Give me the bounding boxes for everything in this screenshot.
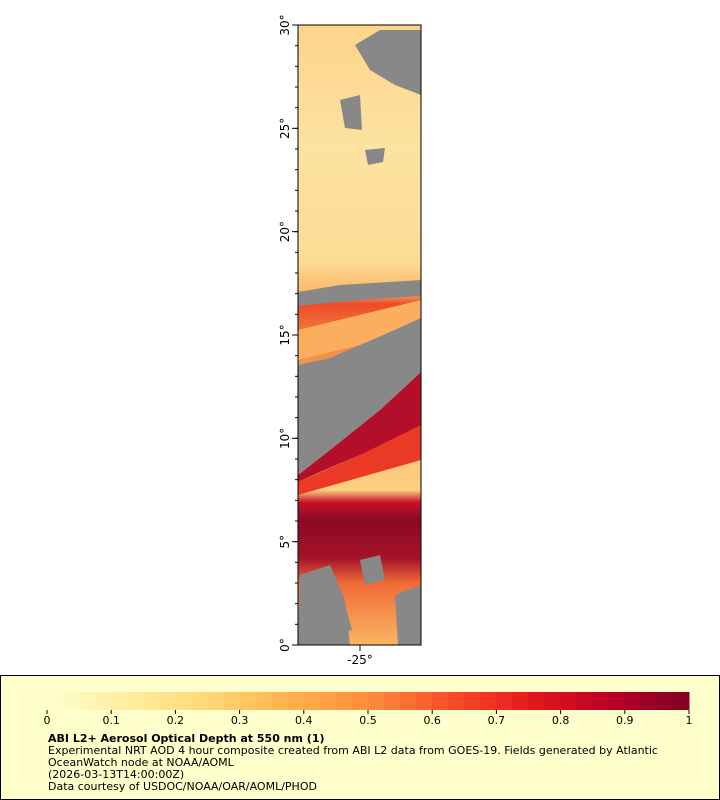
colorbar-step [640, 692, 658, 710]
colorbar-step [303, 692, 321, 710]
colorbar-step [191, 692, 208, 710]
lat-label: 25° [278, 118, 292, 139]
colorbar-step [560, 692, 578, 710]
colorbar-label: 0.2 [167, 714, 185, 727]
lon-label: -25° [347, 653, 373, 667]
colorbar-step [624, 692, 642, 710]
colorbar-label: 0.7 [488, 714, 506, 727]
colorbar-label: 0 [44, 714, 51, 727]
colorbar-step [335, 692, 353, 710]
colorbar-label: 0.4 [295, 714, 313, 727]
legend-line: Data courtesy of USDOC/NOAA/OAR/AOML/PHO… [48, 780, 317, 793]
colorbar-step [159, 692, 176, 710]
colorbar-step [496, 692, 513, 710]
colorbar-step [416, 692, 433, 710]
colorbar-step [287, 692, 305, 710]
colorbar-step [512, 692, 529, 710]
lat-label: 10° [278, 428, 292, 449]
colorbar-step [576, 692, 594, 710]
colorbar-step [271, 692, 289, 710]
colorbar-step [368, 692, 385, 710]
legend-title: ABI L2+ Aerosol Optical Depth at 550 nm … [48, 732, 325, 745]
colorbar-label: 0.3 [231, 714, 249, 727]
colorbar-step [608, 692, 626, 710]
colorbar-step [672, 692, 690, 710]
legend-lines: Experimental NRT AOD 4 hour composite cr… [48, 744, 658, 793]
colorbar-step [143, 692, 160, 710]
colorbar-step [207, 692, 225, 710]
colorbar-step [127, 692, 144, 710]
legend-line: OceanWatch node at NOAA/AOML [48, 756, 235, 769]
lat-label: 20° [278, 221, 292, 242]
colorbar-label: 0.9 [616, 714, 634, 727]
colorbar-step [239, 692, 257, 710]
colorbar-step [175, 692, 192, 710]
colorbar-step [319, 692, 337, 710]
colorbar-step [47, 692, 64, 710]
colorbar-step [223, 692, 241, 710]
colorbar-label: 0.1 [102, 714, 120, 727]
colorbar-step [79, 692, 96, 710]
colorbar-step [528, 692, 546, 710]
lat-label: 15° [278, 324, 292, 345]
colorbar-step [63, 692, 80, 710]
lat-label: 5° [278, 535, 292, 549]
colorbar-step [384, 692, 401, 710]
colorbar-step [480, 692, 497, 710]
colorbar-step [464, 692, 481, 710]
map-image [298, 25, 421, 645]
colorbar: 0 0.1 0.2 0.3 0.4 0.5 0.6 0.7 0.8 0.9 1 [44, 692, 693, 727]
legend-line: (2026-03-13T14:00:00Z) [48, 768, 184, 781]
colorbar-label: 1 [686, 714, 693, 727]
colorbar-step [95, 692, 112, 710]
lat-label: 30° [278, 14, 292, 35]
colorbar-step [432, 692, 449, 710]
colorbar-step [544, 692, 562, 710]
legend-line: Experimental NRT AOD 4 hour composite cr… [48, 744, 658, 757]
colorbar-step [400, 692, 417, 710]
colorbar-step [656, 692, 674, 710]
colorbar-label: 0.6 [423, 714, 441, 727]
colorbar-step [448, 692, 465, 710]
colorbar-label: 0.8 [552, 714, 570, 727]
colorbar-label: 0.5 [359, 714, 377, 727]
axes: 0° 5° 10° 15° 20° 25° 30° -25° [278, 14, 373, 667]
colorbar-step [111, 692, 128, 710]
colorbar-step [255, 692, 273, 710]
colorbar-step [592, 692, 610, 710]
colorbar-step [351, 692, 369, 710]
lat-label: 0° [278, 638, 292, 652]
